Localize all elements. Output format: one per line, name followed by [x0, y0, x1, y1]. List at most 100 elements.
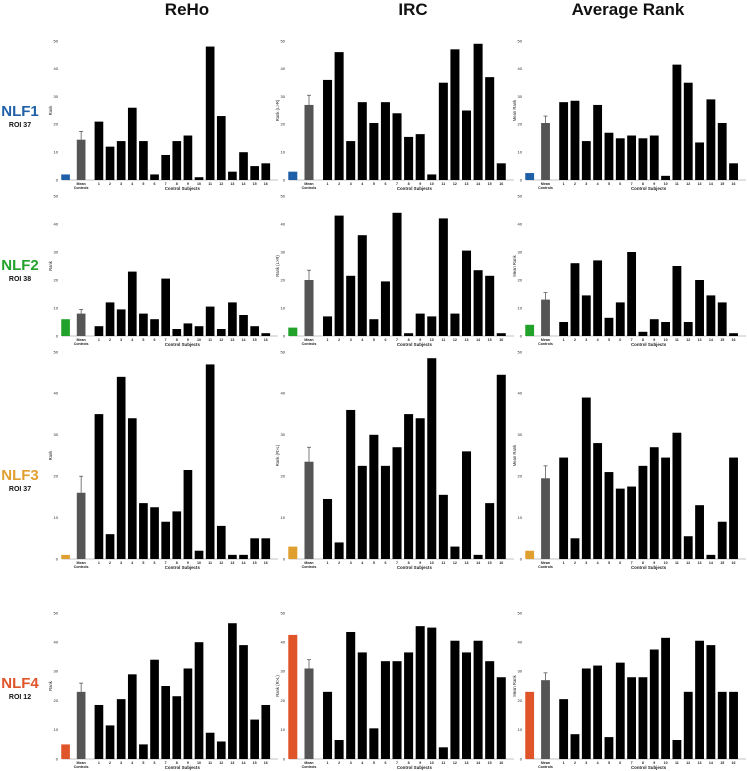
- panel-nlf4-reho-control-bar-1: [94, 704, 104, 759]
- panel-nlf1-reho-category-label-1: 1: [98, 182, 100, 186]
- panel-nlf4-irc-category-label-9: 9: [419, 761, 421, 765]
- panel-nlf4-reho-control-bar-6: [150, 659, 159, 759]
- panel-nlf2-reho-category-label-14: 14: [242, 338, 246, 342]
- panel-nlf2-irc-category-label-7: 7: [396, 338, 398, 342]
- panel-nlf1-average-rank-category-label-8: 8: [642, 182, 644, 186]
- panel-nlf1-average-rank-control-bar-11: [672, 64, 682, 180]
- panel-nlf2-irc-control-bar-9: [415, 313, 425, 336]
- panel-nlf1-average-rank-patient-bar: [525, 173, 535, 180]
- panel-nlf2-average-rank-category-label-10: 10: [664, 338, 668, 342]
- panel-nlf4-reho-control-bar-12: [216, 741, 226, 759]
- panel-nlf1-average-rank-ytick: 30: [518, 94, 523, 99]
- panel-nlf4-average-rank-control-bar-3: [581, 668, 591, 759]
- panel-nlf3-irc-category-label-11: 11: [441, 561, 445, 565]
- panel-nlf3-reho-category-label-6: 6: [154, 561, 156, 565]
- panel-nlf3-irc-ytick: 0: [283, 556, 286, 561]
- panel-nlf2-reho-category-label-8: 8: [176, 338, 178, 342]
- column-title-reho: ReHo: [165, 0, 209, 19]
- panel-nlf3-reho-control-bar-5: [139, 503, 148, 559]
- panel-nlf1-reho-category-label-4: 4: [131, 182, 133, 186]
- panel-nlf3-irc-ylabel: Rank (R>L): [275, 444, 280, 466]
- panel-nlf3-average-rank-ytick: 20: [518, 474, 523, 479]
- panel-nlf4-irc-control-bar-12: [450, 640, 460, 759]
- row-label-nlf3: NLF3: [1, 467, 39, 484]
- panel-nlf1-average-rank-control-bar-9: [649, 135, 659, 180]
- panel-nlf1-reho-control-bar-2: [105, 146, 115, 180]
- panel-nlf4-reho-control-bar-9: [183, 668, 193, 759]
- panel-nlf4-average-rank-category-label-8: 8: [642, 761, 644, 765]
- panel-nlf1-irc-xlabel: Control Subjects: [397, 186, 433, 191]
- panel-nlf4-average-rank-category-label-11: 11: [675, 761, 679, 765]
- panel-nlf4-average-rank-control-bar-6: [615, 662, 625, 759]
- panel-nlf2-irc-category-label-13: 13: [465, 338, 469, 342]
- panel-nlf2-irc-category-label-10: 10: [430, 338, 434, 342]
- panel-nlf4-reho-ytick: 20: [54, 698, 59, 703]
- panel-nlf3-average-rank-control-bar-15: [717, 521, 727, 559]
- panel-nlf1-reho-control-bar-8: [172, 141, 182, 180]
- panel-nlf3-irc-ytick: 50: [281, 349, 286, 354]
- panel-nlf3-average-rank-control-bar-9: [649, 447, 659, 559]
- panel-nlf3-average-rank-xlabel: Control Subjects: [631, 565, 667, 570]
- panel-nlf4-reho-control-bar-7: [161, 686, 171, 759]
- panel-nlf1-average-rank-control-bar-1: [559, 102, 569, 180]
- panel-nlf3-average-rank-category-label-14: 14: [709, 561, 713, 565]
- panel-nlf3-irc-category-label-1: 1: [327, 561, 329, 565]
- panel-nlf3-reho-category-label-15: 15: [253, 561, 257, 565]
- panel-nlf4-reho-category-label-10: 10: [197, 761, 201, 765]
- panel-nlf4-irc-control-bar-14: [473, 640, 483, 759]
- panel-nlf3-irc-category-label-9: 9: [419, 561, 421, 565]
- panel-nlf4-irc-category-label-15: 15: [488, 761, 492, 765]
- panel-nlf1-reho-control-bar-13: [228, 171, 237, 180]
- panel-nlf4-irc-control-bar-16: [496, 677, 506, 759]
- panel-nlf2-irc-xlabel: Control Subjects: [397, 342, 433, 347]
- panel-nlf1-irc-category-label-9: 9: [419, 182, 421, 186]
- panel-nlf2-irc-category-label-12: 12: [453, 338, 457, 342]
- panel-nlf3-irc-control-bar-4: [357, 465, 367, 559]
- panel-nlf1-reho-ytick: 40: [54, 66, 59, 71]
- panel-nlf2-reho-category-label-2: 2: [109, 338, 111, 342]
- panel-nlf2-reho-category-label-3: 3: [120, 338, 122, 342]
- panel-nlf4-average-rank-mean-bar: [541, 680, 550, 759]
- panel-nlf4-average-rank-ytick: 50: [518, 610, 523, 615]
- panel-nlf3-reho-control-bar-1: [94, 414, 104, 559]
- panel-nlf3-reho-control-bar-6: [150, 507, 159, 559]
- panel-nlf1-average-rank-category-label-4: 4: [597, 182, 599, 186]
- panel-nlf4-irc-ylabel: Rank (R>L): [275, 675, 280, 697]
- panel-nlf3-reho-category-label-5: 5: [142, 561, 144, 565]
- panel-nlf3-average-rank-mean-label-2: Controls: [538, 565, 553, 569]
- panel-nlf1-average-rank-category-label-15: 15: [720, 182, 724, 186]
- panel-nlf4-reho-ytick: 40: [54, 640, 59, 645]
- panel-nlf2-average-rank-category-label-14: 14: [709, 338, 713, 342]
- panel-nlf4-irc-control-bar-11: [438, 747, 448, 759]
- panel-nlf1-average-rank-ytick: 10: [518, 150, 523, 155]
- panel-nlf1-average-rank-control-bar-7: [627, 135, 637, 180]
- panel-nlf3-average-rank-ytick: 10: [518, 515, 523, 520]
- row-roi-nlf4: ROI 12: [9, 694, 31, 701]
- panel-nlf4-irc-ytick: 30: [281, 669, 286, 674]
- panel-nlf4-reho-patient-bar: [61, 744, 70, 759]
- panel-nlf4-average-rank-ytick: 40: [518, 640, 523, 645]
- panel-nlf3-reho-mean-label-1: Mean: [77, 561, 86, 565]
- panel-nlf1-average-rank-category-label-5: 5: [608, 182, 610, 186]
- panel-nlf2-average-rank-ylabel: Mean Rank: [512, 254, 517, 276]
- panel-nlf1-irc-ytick: 10: [281, 150, 286, 155]
- panel-nlf4-irc-category-label-3: 3: [350, 761, 352, 765]
- panel-nlf4-average-rank-category-label-2: 2: [574, 761, 576, 765]
- panel-nlf4-average-rank-ytick: 20: [518, 698, 523, 703]
- panel-nlf3-irc-control-bar-10: [427, 358, 437, 559]
- panel-nlf1-reho-control-bar-9: [183, 135, 193, 180]
- panel-nlf3-reho-category-label-4: 4: [131, 561, 133, 565]
- panel-nlf1-average-rank-ytick: 50: [518, 38, 523, 43]
- panel-nlf3-average-rank-category-label-3: 3: [585, 561, 587, 565]
- panel-nlf1-reho-category-label-11: 11: [208, 182, 212, 186]
- panel-nlf3-reho-patient-bar: [61, 554, 70, 559]
- panel-nlf2-average-rank-category-label-15: 15: [720, 338, 724, 342]
- panel-nlf2-irc-ytick: 30: [281, 249, 286, 254]
- panel-nlf1-reho-ytick: 0: [56, 177, 59, 182]
- panel-nlf1-irc-ytick: 0: [283, 177, 286, 182]
- panel-nlf3-average-rank-control-bar-10: [661, 457, 670, 559]
- panel-nlf1-average-rank-category-label-13: 13: [698, 182, 702, 186]
- panel-nlf1-reho-ytick: 30: [54, 94, 59, 99]
- panel-nlf1-irc-category-label-14: 14: [476, 182, 480, 186]
- panel-nlf4-irc-category-label-2: 2: [338, 761, 340, 765]
